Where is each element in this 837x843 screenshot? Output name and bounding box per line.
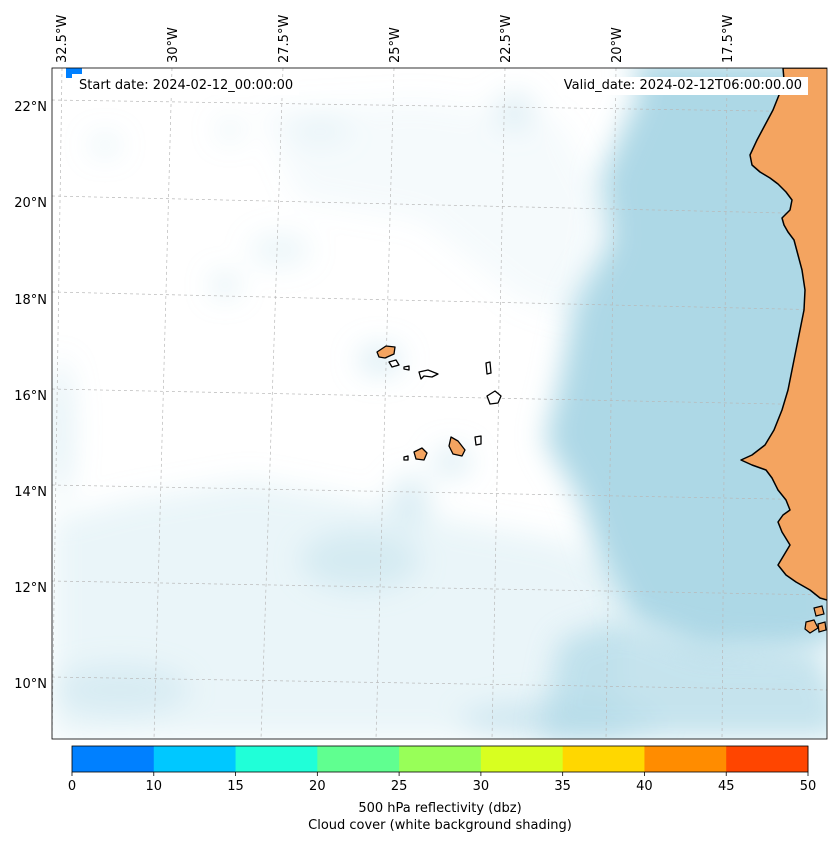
colorbar-tick-label: 10 <box>146 779 163 794</box>
cape-verde-islands <box>376 345 502 461</box>
lon-label: 32.5°W <box>55 15 70 63</box>
island-sal <box>485 361 492 375</box>
colorbar-ticks: 0 10 15 20 25 30 35 40 45 50 <box>68 772 816 794</box>
colorbar-tick-label: 50 <box>800 779 817 794</box>
island-fogo <box>413 447 428 461</box>
colorbar-segment <box>72 746 155 772</box>
island-boa-vista <box>486 390 502 405</box>
lat-label: 22°N <box>14 100 47 115</box>
cloud-cover-faint <box>52 92 660 739</box>
colorbar <box>71 745 809 773</box>
colorbar-tick-label: 15 <box>227 779 244 794</box>
colorbar-tick-label: 0 <box>68 779 76 794</box>
colorbar-segment <box>726 746 809 772</box>
lon-label: 27.5°W <box>277 15 292 63</box>
bijagos-island <box>804 619 819 634</box>
colorbar-tick-label: 35 <box>554 779 571 794</box>
lon-label: 20°W <box>610 27 625 63</box>
island-sao-vicente <box>388 359 400 368</box>
island-brava <box>403 455 409 461</box>
island-sao-nicolau <box>418 369 439 380</box>
colorbar-tick-label: 30 <box>473 779 490 794</box>
cloud-cover-main <box>545 68 827 650</box>
latitude-labels: 22°N 20°N 18°N 16°N 14°N 12°N 10°N <box>14 100 47 692</box>
graticule <box>52 68 827 739</box>
map-area <box>52 68 827 739</box>
colorbar-tick-label: 40 <box>636 779 653 794</box>
lon-label: 22.5°W <box>499 15 514 63</box>
valid-date-label: Valid_date: 2024-02-12T06:00:00.00 <box>557 77 808 95</box>
reflectivity-echo <box>66 68 82 78</box>
lat-label: 14°N <box>14 485 47 500</box>
lon-label: 17.5°W <box>721 15 736 63</box>
colorbar-tick-label: 25 <box>391 779 408 794</box>
lat-label: 16°N <box>14 389 47 404</box>
colorbar-segment <box>480 746 564 772</box>
map-frame <box>51 67 828 740</box>
africa-landmass <box>740 68 827 601</box>
island-santa-luzia <box>403 365 410 371</box>
colorbar-tick-label: 20 <box>309 779 326 794</box>
lat-label: 18°N <box>14 293 47 308</box>
colorbar-segment <box>153 746 237 772</box>
island-santiago <box>448 436 466 457</box>
colorbar-segment <box>644 746 727 772</box>
lon-label: 30°W <box>166 27 181 63</box>
colorbar-outline <box>71 745 809 773</box>
colorbar-segment <box>562 746 645 772</box>
colorbar-label: 500 hPa reflectivity (dbz) <box>358 801 522 816</box>
colorbar-segment <box>317 746 400 772</box>
lat-label: 10°N <box>14 677 47 692</box>
colorbar-segment <box>399 746 482 772</box>
longitude-labels: 32.5°W 30°W 27.5°W 25°W 22.5°W 20°W 17.5… <box>55 15 736 63</box>
coast-islet <box>817 621 827 633</box>
colorbar-segment <box>235 746 318 772</box>
lon-label: 25°W <box>388 27 403 63</box>
colorbar-sublabel: Cloud cover (white background shading) <box>308 818 572 833</box>
lat-label: 12°N <box>14 581 47 596</box>
start-date-label: Start date: 2024-02-12_00:00:00 <box>73 77 300 95</box>
island-maio <box>474 435 482 446</box>
guinea-bissau-island <box>813 605 825 617</box>
lat-label: 20°N <box>14 196 47 211</box>
island-santo-antao <box>376 345 396 359</box>
cloud-cover-south <box>540 620 827 739</box>
colorbar-tick-label: 45 <box>718 779 735 794</box>
